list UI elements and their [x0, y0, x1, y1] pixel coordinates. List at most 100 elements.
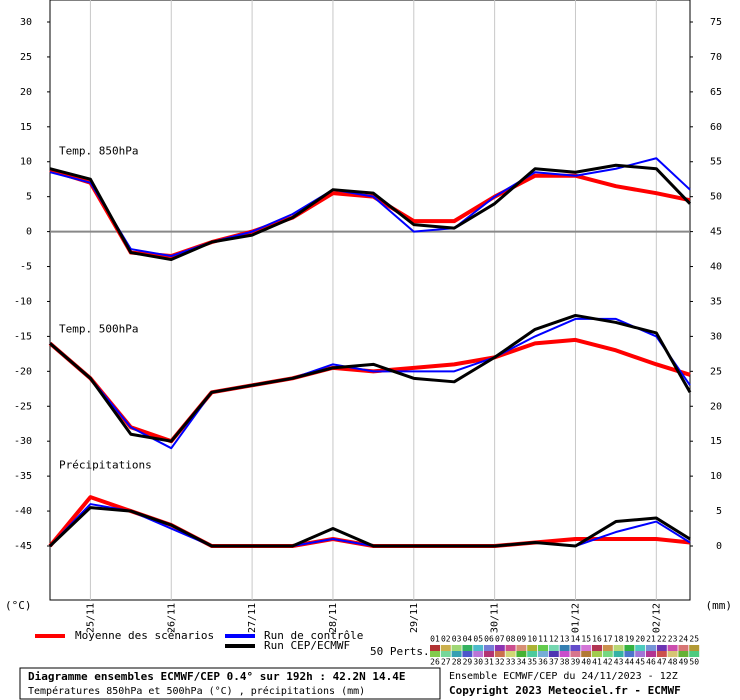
pert-swatch	[462, 645, 473, 651]
pert-number: 46	[646, 658, 656, 667]
pert-swatch	[613, 645, 624, 651]
pert-number: 37	[549, 658, 559, 667]
pert-swatch	[570, 651, 581, 657]
series-line	[49, 313, 692, 443]
plot-area	[49, 0, 691, 601]
pert-number: 08	[506, 635, 516, 644]
y-tick-label: 10	[20, 157, 32, 168]
pert-swatch	[516, 645, 527, 651]
y2-tick-label: 20	[710, 401, 722, 412]
pert-number: 24	[679, 635, 689, 644]
pert-swatch	[646, 651, 656, 657]
pert-swatch	[548, 651, 559, 657]
pert-swatch	[484, 651, 494, 657]
pert-swatch	[473, 651, 484, 657]
pert-swatch	[473, 645, 484, 651]
pert-swatch	[570, 645, 581, 651]
info-box	[19, 667, 441, 700]
y-tick-label: -15	[14, 331, 32, 342]
pert-swatch	[646, 645, 656, 651]
pert-swatch	[592, 645, 602, 651]
y2-tick-label: 5	[716, 506, 722, 517]
pert-swatch	[559, 645, 570, 651]
pert-swatch	[494, 651, 505, 657]
pert-swatch	[656, 651, 667, 657]
y-unit: (°C)	[5, 599, 32, 612]
pert-number: 39	[571, 658, 581, 667]
panel-label: Précipitations	[59, 459, 152, 472]
pert-swatch	[538, 645, 548, 651]
y2-tick-label: 60	[710, 122, 722, 133]
pert-swatch	[667, 651, 678, 657]
pert-number: 45	[635, 658, 645, 667]
y-tick-label: -5	[20, 262, 32, 273]
pert-swatch	[581, 645, 592, 651]
pert-number: 14	[571, 635, 581, 644]
pert-number: 22	[657, 635, 667, 644]
pert-number: 09	[517, 635, 527, 644]
y-tick-label: -10	[14, 296, 32, 307]
pert-number: 02	[441, 635, 451, 644]
pert-number: 01	[430, 635, 440, 644]
pert-swatch	[624, 651, 635, 657]
pert-swatch	[613, 651, 624, 657]
pert-swatch	[494, 645, 505, 651]
pert-swatch	[635, 651, 646, 657]
y2-tick-label: 50	[710, 192, 722, 203]
pert-number: 16	[592, 635, 602, 644]
pert-swatch	[678, 645, 689, 651]
y2-tick-label: 55	[710, 157, 722, 168]
pert-number: 36	[538, 658, 548, 667]
pert-number: 18	[614, 635, 624, 644]
pert-number: 12	[549, 635, 559, 644]
pert-number: 17	[603, 635, 613, 644]
series-line	[48, 506, 691, 548]
series-line	[49, 157, 691, 258]
x-tick-label: 02/12	[651, 603, 662, 633]
legend-label: Moyenne des scénarios	[75, 629, 214, 642]
pert-number: 07	[495, 635, 505, 644]
y-tick-label: -20	[14, 366, 32, 377]
pert-number: 25	[689, 635, 699, 644]
x-tick-label: 30/11	[490, 603, 501, 633]
pert-number: 50	[689, 658, 699, 667]
pert-number: 11	[538, 635, 548, 644]
y2-tick-label: 45	[710, 227, 722, 238]
pert-swatch	[527, 651, 538, 657]
pert-swatch	[462, 651, 473, 657]
pert-swatch	[656, 645, 667, 651]
pert-number: 40	[581, 658, 591, 667]
pert-number: 49	[679, 658, 689, 667]
pert-swatch	[689, 651, 700, 657]
pert-number: 23	[668, 635, 678, 644]
y2-tick-label: 40	[710, 262, 722, 273]
pert-number: 44	[625, 658, 635, 667]
x-tick-label: 27/11	[247, 603, 258, 633]
y2-tick-label: 75	[710, 17, 722, 28]
y2-tick-label: 65	[710, 87, 722, 98]
pert-swatch	[635, 645, 646, 651]
pert-swatch	[484, 645, 494, 651]
pert-swatch	[689, 645, 700, 651]
pert-swatch	[440, 651, 451, 657]
pert-swatch	[451, 651, 462, 657]
y2-tick-label: 35	[710, 296, 722, 307]
y2-tick-label: 0	[716, 541, 722, 552]
pert-number: 03	[452, 635, 462, 644]
pert-number: 48	[668, 658, 678, 667]
y-tick-label: 0	[26, 227, 32, 238]
pert-swatch	[678, 651, 689, 657]
pert-number: 35	[527, 658, 537, 667]
footer-title: Diagramme ensembles ECMWF/CEP 0.4° sur 1…	[28, 670, 406, 683]
pert-number: 27	[441, 658, 451, 667]
pert-number: 32	[495, 658, 505, 667]
y2-tick-label: 30	[710, 331, 722, 342]
footer-subtitle: Températures 850hPa et 500hPa (°C) , pré…	[28, 685, 365, 697]
legend-label: Run de contrôle	[264, 629, 363, 642]
pert-swatch	[430, 651, 440, 657]
pert-swatch	[548, 645, 559, 651]
x-tick-label: 28/11	[328, 603, 339, 633]
pert-swatch	[592, 651, 602, 657]
pert-number: 28	[452, 658, 462, 667]
